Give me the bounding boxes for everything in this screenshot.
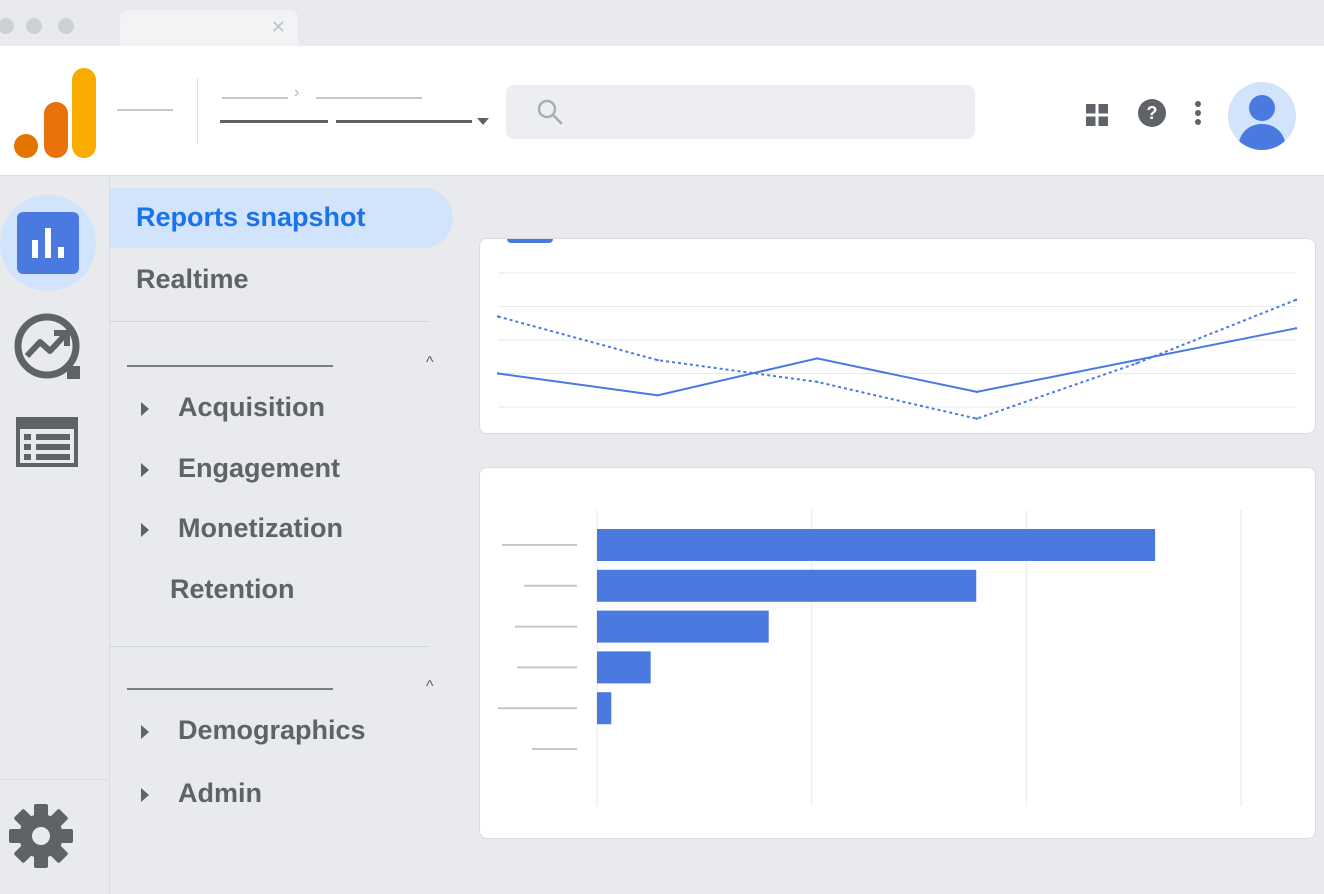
explore-icon[interactable]: [12, 311, 84, 383]
nav-acquisition[interactable]: Acquisition: [178, 392, 325, 422]
nav-admin[interactable]: Admin: [178, 778, 262, 808]
data-point-previous: [975, 417, 978, 420]
header-divider: [197, 78, 198, 144]
nav-divider: [110, 646, 429, 647]
icon-rail: [0, 177, 110, 894]
bar: [597, 529, 1156, 561]
product-name-placeholder: [117, 109, 173, 111]
svg-text:?: ?: [1147, 103, 1158, 123]
search-bar[interactable]: [506, 85, 975, 139]
data-point-previous: [1294, 298, 1298, 301]
search-icon: [537, 99, 563, 125]
breadcrumb-chevron-icon: ›: [294, 84, 300, 101]
data-point-current: [656, 394, 659, 397]
browser-tab[interactable]: ✕: [120, 10, 298, 46]
report-nav: Reports snapshot Realtime ^ Acquisition …: [110, 177, 470, 894]
help-icon[interactable]: ?: [1137, 98, 1167, 128]
legend-chip: [507, 239, 553, 243]
bar: [597, 651, 651, 684]
search-input[interactable]: [576, 85, 956, 139]
app-header: › ?: [0, 46, 1324, 176]
data-point-current: [1294, 327, 1298, 330]
line-chart: [496, 272, 1298, 420]
account-icon: [1238, 95, 1286, 150]
nav-engagement[interactable]: Engagement: [178, 453, 341, 483]
series-line-previous: [497, 298, 1297, 420]
bar-chart: [498, 510, 1242, 806]
line-chart-card: [479, 238, 1316, 434]
collapse-section-icon[interactable]: ^: [426, 354, 434, 371]
bar: [597, 692, 612, 725]
data-point-previous: [496, 315, 500, 318]
data-point-current: [816, 357, 819, 360]
rail-divider: [0, 779, 110, 780]
nav-demographics[interactable]: Demographics: [178, 715, 366, 745]
breadcrumb-property-placeholder: [316, 97, 422, 99]
nav-section-title-placeholder: [127, 365, 333, 367]
nav-retention[interactable]: Retention: [170, 574, 295, 604]
more-vert-icon[interactable]: [1192, 100, 1204, 126]
expand-demographics-icon[interactable]: [141, 725, 149, 739]
browser-chrome: ✕: [0, 0, 1324, 46]
settings-gear-icon[interactable]: [8, 803, 74, 869]
bar: [597, 610, 769, 643]
data-point-current: [496, 372, 500, 375]
tab-close-icon[interactable]: ✕: [270, 17, 286, 37]
data-point-previous: [656, 358, 659, 362]
data-point-previous: [816, 380, 819, 384]
list-icon[interactable]: [16, 417, 78, 467]
nav-reports-snapshot[interactable]: Reports snapshot: [110, 188, 453, 248]
property-name-placeholder: [220, 120, 328, 123]
nav-realtime[interactable]: Realtime: [136, 264, 249, 294]
nav-reports-snapshot-label: Reports snapshot: [136, 202, 366, 232]
reports-icon[interactable]: [17, 212, 79, 274]
analytics-logo[interactable]: [14, 66, 98, 158]
nav-monetization[interactable]: Monetization: [178, 513, 343, 543]
window-minimize-dot[interactable]: [26, 18, 42, 34]
data-point-current: [1135, 358, 1138, 362]
expand-engagement-icon[interactable]: [141, 463, 149, 477]
window-close-dot[interactable]: [0, 18, 14, 34]
collapse-section-icon[interactable]: ^: [426, 678, 434, 695]
expand-acquisition-icon[interactable]: [141, 402, 149, 416]
breadcrumb-account-placeholder: [222, 97, 288, 99]
series-line-current: [497, 327, 1297, 397]
data-point-previous: [1135, 362, 1138, 365]
window-maximize-dot[interactable]: [58, 18, 74, 34]
data-point-current: [975, 390, 978, 394]
view-name-placeholder: [336, 120, 472, 123]
apps-grid-icon[interactable]: [1085, 103, 1109, 127]
expand-admin-icon[interactable]: [141, 788, 149, 802]
property-dropdown-icon[interactable]: [477, 118, 489, 125]
nav-divider: [110, 321, 429, 322]
expand-monetization-icon[interactable]: [141, 523, 149, 537]
nav-section-title-placeholder: [127, 688, 333, 690]
bar: [597, 569, 977, 602]
bar-chart-card: [479, 467, 1316, 839]
user-avatar[interactable]: [1228, 82, 1296, 150]
